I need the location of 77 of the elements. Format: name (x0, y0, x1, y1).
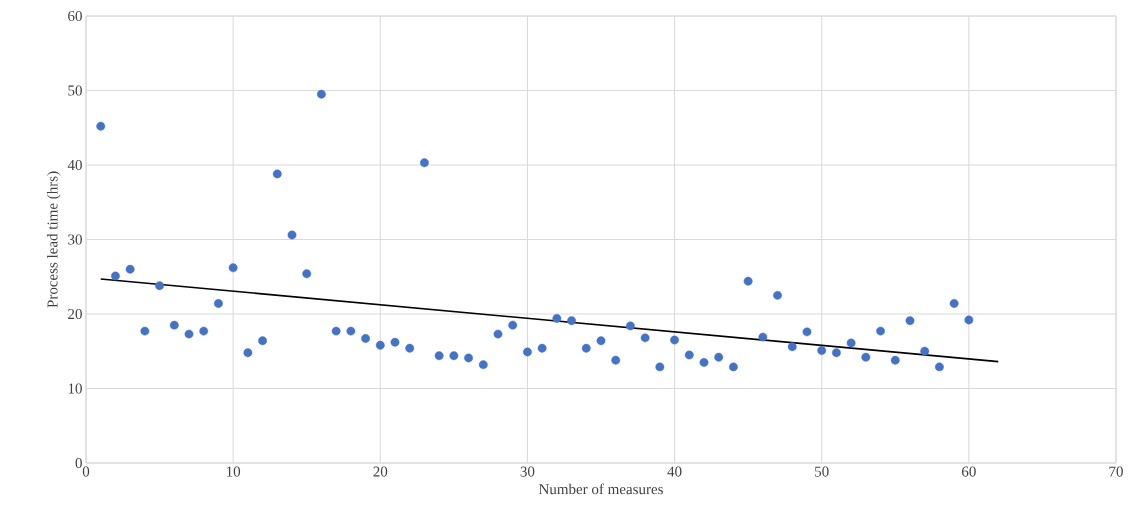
x-axis-title: Number of measures (538, 483, 663, 495)
point (920, 346, 930, 356)
point (464, 353, 473, 363)
point (155, 281, 164, 291)
point (964, 315, 974, 325)
point (375, 340, 385, 350)
point (228, 263, 238, 273)
y-tick-label: 60 (68, 10, 82, 22)
point (846, 338, 856, 348)
point (935, 362, 944, 372)
x-tick-label: 60 (961, 466, 976, 477)
point (302, 269, 312, 279)
point (552, 314, 562, 323)
x-tick-label: 10 (226, 466, 241, 477)
point (169, 320, 179, 330)
point (478, 360, 488, 370)
point (626, 321, 635, 331)
point (729, 362, 738, 372)
y-tick-label: 30 (68, 234, 82, 245)
x-tick-label: 0 (82, 466, 90, 477)
point (258, 336, 267, 346)
point (611, 355, 621, 365)
point (655, 362, 665, 372)
point (714, 352, 724, 362)
point (493, 329, 503, 339)
x-tick-label: 30 (520, 466, 535, 477)
point (287, 230, 297, 240)
point (331, 326, 341, 336)
x-tick-label: 70 (1109, 466, 1123, 477)
point (243, 348, 253, 358)
y-axis-title: Process lead time (hrs) (47, 171, 61, 308)
point (949, 299, 959, 308)
point (449, 351, 459, 361)
point (787, 342, 797, 352)
point (420, 158, 429, 168)
x-tick-label: 20 (373, 466, 388, 477)
point (773, 290, 782, 300)
point (567, 316, 576, 326)
point (537, 343, 547, 353)
point (405, 343, 415, 353)
y-tick-label: 10 (68, 383, 82, 394)
point (96, 121, 106, 131)
point (184, 329, 194, 339)
point (699, 358, 709, 367)
point (670, 335, 679, 345)
point (346, 326, 356, 336)
point (199, 326, 209, 336)
point (125, 264, 135, 274)
point (214, 299, 223, 308)
y-tick-label: 50 (68, 85, 82, 96)
point (890, 355, 900, 365)
point (140, 326, 150, 336)
x-tick-label: 40 (667, 466, 682, 477)
point (508, 320, 518, 330)
point (905, 316, 915, 326)
point (832, 348, 841, 358)
y-tick-label: 0 (75, 457, 82, 469)
point (743, 276, 753, 286)
point (390, 337, 400, 347)
point (802, 327, 812, 337)
point (434, 351, 444, 361)
point (317, 89, 326, 99)
y-tick-label: 20 (68, 308, 82, 320)
point (758, 332, 768, 342)
point (596, 336, 606, 346)
point (684, 350, 694, 360)
point (361, 334, 370, 343)
point (272, 169, 282, 179)
point (111, 271, 120, 281)
point (640, 333, 650, 343)
x-tick-label: 50 (815, 466, 829, 477)
point (523, 347, 532, 357)
point (581, 343, 591, 353)
point (817, 346, 827, 355)
point (876, 326, 885, 336)
point (861, 352, 871, 362)
y-tick-label: 40 (67, 159, 82, 171)
